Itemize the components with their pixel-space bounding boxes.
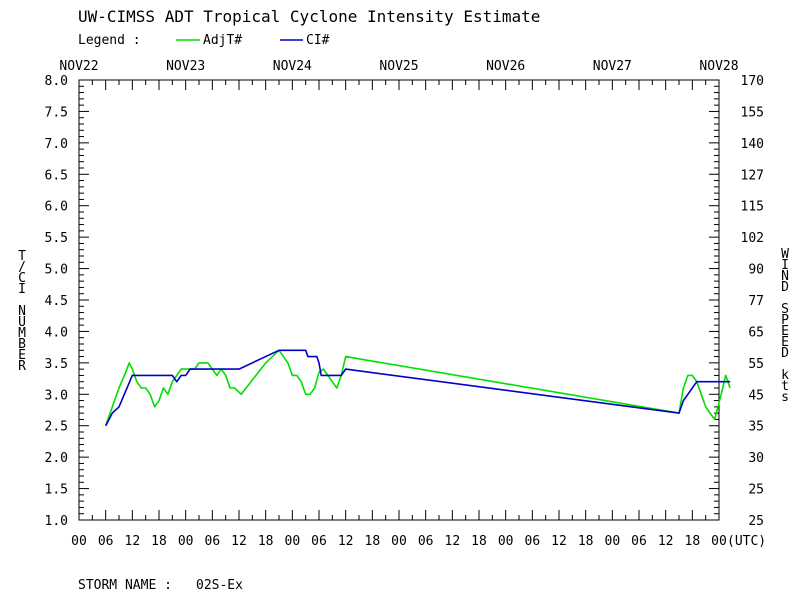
x-hour-label: 06 <box>418 534 434 549</box>
y-tick-label: 8.0 <box>45 74 68 89</box>
x-hour-label: 00 <box>605 534 621 549</box>
series-line-ci <box>104 349 731 427</box>
y-tick-label: 4.5 <box>45 294 68 309</box>
x-hour-label: 00 <box>391 534 407 549</box>
y2-tick-label: 45 <box>748 388 764 403</box>
top-date-label: NOV27 <box>593 59 632 74</box>
y-tick-label: 5.0 <box>45 263 68 278</box>
y-tick-label: 2.5 <box>45 420 68 435</box>
y-tick-label: 6.0 <box>45 200 68 215</box>
series-layer <box>104 349 731 427</box>
x-hour-label: 12 <box>551 534 567 549</box>
plot-frame <box>78 79 720 521</box>
legend-entry-adjt: AdjT# <box>203 33 242 48</box>
y2-tick-label: 65 <box>748 325 764 340</box>
x-hour-label: 00 <box>711 534 727 549</box>
y-tick-label: 6.5 <box>45 168 68 183</box>
y2-tick-label: 35 <box>748 420 764 435</box>
x-hour-label: 06 <box>98 534 114 549</box>
y-tick-label: 7.5 <box>45 105 68 120</box>
y2-tick-label: 140 <box>741 137 764 152</box>
storm-label: STORM NAME : <box>78 578 172 593</box>
utc-label: (UTC) <box>727 534 766 549</box>
x-hour-label: 00 <box>71 534 87 549</box>
x-hour-label: 18 <box>258 534 274 549</box>
y2-tick-label: 127 <box>741 168 764 183</box>
legend-entry-ci: CI# <box>306 33 330 48</box>
top-date-label: NOV28 <box>699 59 738 74</box>
x-hour-label: 18 <box>151 534 167 549</box>
right-axis: 25 25 30 35 45 55 65 77 90 102 115 127 140 155 170 <box>709 74 764 529</box>
x-hour-label: 12 <box>125 534 141 549</box>
storm-name: 02S-Ex <box>196 578 243 593</box>
x-hour-label: 18 <box>471 534 487 549</box>
y-tick-label: 5.5 <box>45 231 68 246</box>
y-tick-label: 3.0 <box>45 388 68 403</box>
y-tick-label: 2.0 <box>45 451 68 466</box>
y2-tick-label: 25 <box>748 483 764 498</box>
y2-tick-label: 55 <box>748 357 764 372</box>
left-axis: 1.0 1.5 2.0 2.5 3.0 3.5 4.0 4.5 5.0 5.5 6.0 6.5 7.0 7… <box>45 74 89 529</box>
y2-tick-label: 102 <box>741 231 764 246</box>
y-tick-label: 3.5 <box>45 357 68 372</box>
top-date-label: NOV25 <box>379 59 418 74</box>
y2-tick-label: 30 <box>748 451 764 466</box>
x-hour-label: 18 <box>685 534 701 549</box>
x-hour-label: 06 <box>311 534 327 549</box>
x-hour-label: 12 <box>445 534 461 549</box>
legend-label: Legend : <box>78 33 141 48</box>
top-date-label: NOV22 <box>59 59 98 74</box>
chart-title: UW-CIMSS ADT Tropical Cyclone Intensity … <box>78 7 540 26</box>
top-date-label: NOV24 <box>273 59 312 74</box>
y2-tick-label: 25 <box>748 514 764 529</box>
y2-tick-label: 77 <box>748 294 764 309</box>
top-axis: NOV22 NOV23 NOV24 NOV25 NOV26 NOV27 NOV28 <box>59 59 739 90</box>
x-hour-label: 06 <box>525 534 541 549</box>
x-hour-label: 18 <box>578 534 594 549</box>
y-tick-label: 4.0 <box>45 325 68 340</box>
y-tick-label: 1.5 <box>45 483 68 498</box>
x-hour-label: 00 <box>285 534 301 549</box>
x-hour-label: 06 <box>205 534 221 549</box>
x-hour-label: 18 <box>365 534 381 549</box>
legend: Legend : AdjT# CI# <box>78 33 330 48</box>
series-line-adjt <box>104 349 731 426</box>
x-hour-label: 00 <box>178 534 194 549</box>
y2-tick-label: 115 <box>741 200 764 215</box>
x-hour-label: 12 <box>658 534 674 549</box>
bottom-axis: 00 06 12 18 00 06 12 18 00 06 12 18 00 06 12 18 00 06 12 18… <box>71 510 727 549</box>
top-date-label: NOV26 <box>486 59 525 74</box>
x-hour-label: 00 <box>498 534 514 549</box>
y2-tick-label: 170 <box>741 74 764 89</box>
y-tick-label: 7.0 <box>45 137 68 152</box>
x-hour-label: 12 <box>338 534 354 549</box>
x-hour-label: 12 <box>231 534 247 549</box>
y2-tick-label: 155 <box>741 105 764 120</box>
y2-tick-label: 90 <box>748 263 764 278</box>
x-hour-label: 06 <box>631 534 647 549</box>
top-date-label: NOV23 <box>166 59 205 74</box>
y-tick-label: 1.0 <box>45 514 68 529</box>
